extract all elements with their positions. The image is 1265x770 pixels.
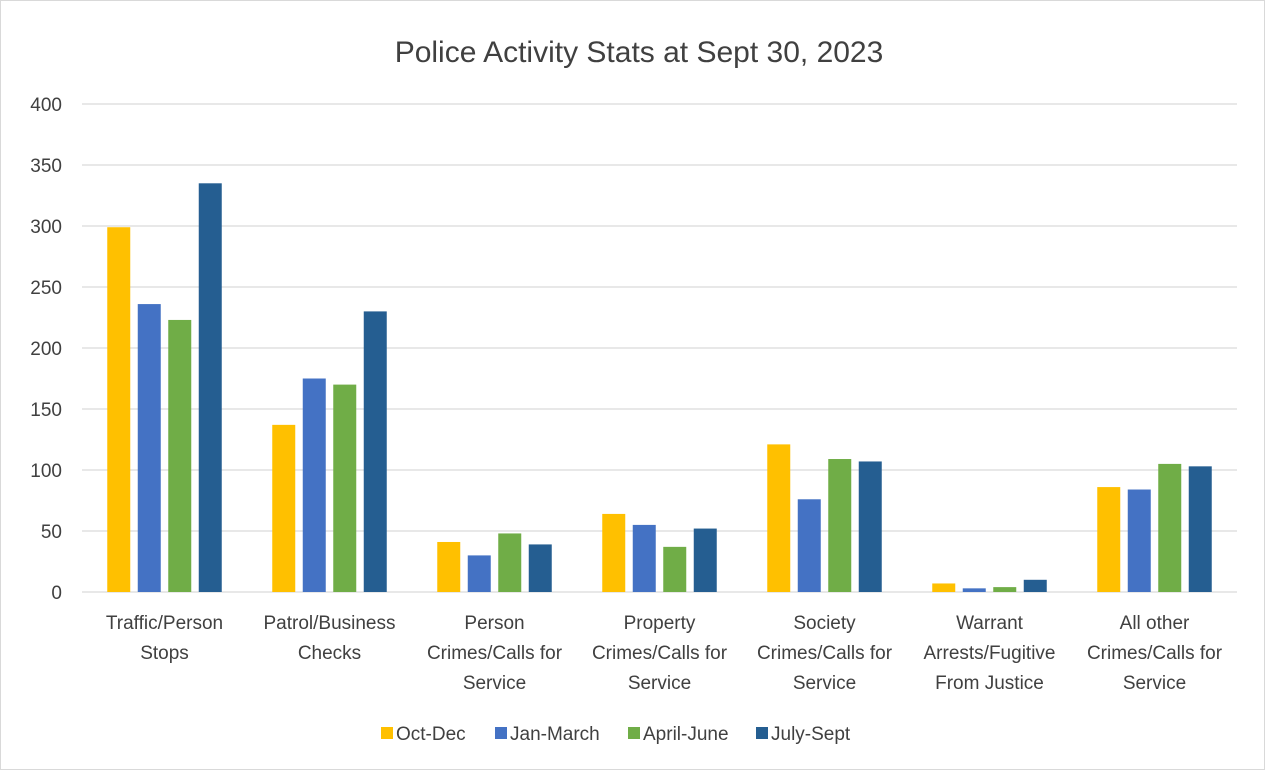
x-category-label: Patrol/Business: [263, 613, 395, 634]
gridlines: [82, 103, 1237, 593]
y-tick-label: 400: [30, 95, 62, 116]
chart-title: Police Activity Stats at Sept 30, 2023: [395, 36, 884, 69]
x-category-label: Checks: [298, 643, 361, 664]
bar-oct-dec: [1097, 487, 1121, 592]
bar-oct-dec: [767, 444, 791, 592]
bar-jan-march: [962, 588, 986, 592]
bar-july-sept: [528, 544, 552, 592]
bar-jan-march: [467, 555, 491, 592]
bar-oct-dec: [107, 227, 131, 592]
x-category-label: Traffic/Person: [106, 613, 223, 634]
legend-label: Jan-March: [510, 724, 600, 745]
x-category-label: Crimes/Calls for: [592, 643, 728, 664]
bar-april-june: [333, 384, 357, 592]
bar-july-sept: [1023, 579, 1047, 592]
bar-oct-dec: [602, 513, 626, 592]
bar-april-june: [498, 533, 522, 592]
bar-july-sept: [1188, 466, 1212, 592]
bar-jan-march: [302, 378, 326, 592]
bar-july-sept: [693, 528, 717, 592]
x-category-label: Person: [464, 613, 524, 634]
x-category-label: Stops: [140, 643, 189, 664]
y-tick-label: 200: [30, 339, 62, 360]
legend-label: July-Sept: [771, 724, 851, 745]
y-tick-label: 50: [41, 522, 62, 543]
y-tick-label: 300: [30, 217, 62, 238]
legend-swatch: [628, 727, 640, 739]
y-tick-label: 0: [51, 583, 62, 604]
x-category-label: Society: [793, 613, 856, 634]
x-category-label: Crimes/Calls for: [427, 643, 563, 664]
y-tick-label: 250: [30, 278, 62, 299]
x-category-label: All other: [1120, 613, 1190, 634]
y-tick-label: 350: [30, 156, 62, 177]
bar-april-june: [828, 459, 852, 592]
bar-april-june: [993, 587, 1017, 592]
y-axis-ticks: 0 50 100 150 200 250 300 350 400: [30, 95, 62, 604]
x-category-label: From Justice: [935, 673, 1044, 694]
bar-july-sept: [198, 183, 222, 593]
x-axis-categories: Traffic/Person Stops Patrol/Business Checks…: [106, 613, 1223, 694]
legend: Oct-Dec Jan-March April-June July-Sept: [381, 724, 851, 745]
bar-oct-dec: [272, 424, 296, 592]
y-tick-label: 100: [30, 461, 62, 482]
x-category-label: Service: [628, 673, 691, 694]
x-category-label: Crimes/Calls for: [757, 643, 893, 664]
x-category-label: Service: [1123, 673, 1186, 694]
x-category-label: Service: [463, 673, 526, 694]
legend-item: Oct-Dec: [381, 724, 466, 745]
bar-april-june: [168, 319, 192, 592]
legend-swatch: [381, 727, 393, 739]
legend-item: July-Sept: [756, 724, 851, 745]
legend-item: Jan-March: [495, 724, 600, 745]
legend-item: April-June: [628, 724, 729, 745]
bar-april-june: [663, 546, 687, 592]
x-category-label: Service: [793, 673, 856, 694]
x-category-label: Crimes/Calls for: [1087, 643, 1223, 664]
x-category-label: Warrant: [956, 613, 1024, 634]
bar-jan-march: [632, 524, 656, 592]
bar-jan-march: [137, 304, 161, 592]
y-tick-label: 150: [30, 400, 62, 421]
bar-july-sept: [858, 461, 882, 592]
x-category-label: Property: [624, 613, 696, 634]
bar-oct-dec: [932, 583, 956, 592]
bar-jan-march: [1127, 489, 1151, 592]
legend-swatch: [756, 727, 768, 739]
legend-label: Oct-Dec: [396, 724, 466, 745]
legend-swatch: [495, 727, 507, 739]
bar-jan-march: [797, 499, 821, 592]
bar-oct-dec: [437, 541, 461, 592]
x-category-label: Arrests/Fugitive: [924, 643, 1056, 664]
legend-label: April-June: [643, 724, 729, 745]
bar-april-june: [1158, 463, 1182, 592]
bar-july-sept: [363, 311, 387, 592]
bars: [107, 183, 1212, 593]
